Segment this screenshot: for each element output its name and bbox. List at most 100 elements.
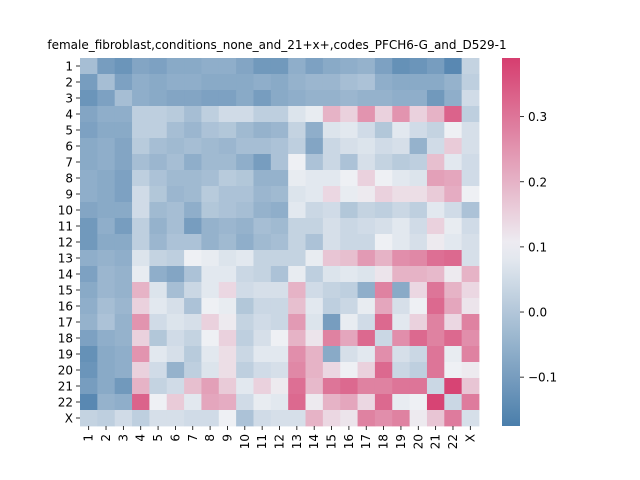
row-tick-label: 7: [65, 156, 73, 170]
heatmap-cell: [426, 202, 445, 219]
heatmap-cell: [392, 394, 411, 411]
heatmap-cell: [392, 122, 411, 139]
heatmap-cell: [149, 362, 168, 379]
heatmap-cell: [149, 58, 168, 75]
heatmap-cell: [184, 362, 202, 379]
heatmap-cell: [80, 298, 98, 315]
heatmap-cell: [132, 170, 150, 187]
heatmap-cell: [132, 154, 150, 171]
heatmap-cell: [132, 234, 150, 251]
heatmap-cell: [322, 266, 341, 283]
heatmap-cell: [357, 202, 376, 219]
heatmap-cell: [461, 186, 480, 203]
heatmap-cell: [253, 330, 272, 347]
heatmap-cell: [132, 282, 150, 299]
heatmap-cell: [340, 346, 358, 363]
heatmap-cell: [201, 362, 220, 379]
heatmap-cell: [166, 218, 185, 235]
heatmap-cell: [357, 346, 376, 363]
row-tick-label: 19: [58, 348, 73, 362]
heatmap-cell: [288, 218, 306, 235]
heatmap-cell: [236, 138, 254, 155]
heatmap-cell: [80, 122, 98, 139]
heatmap-cell: [288, 266, 306, 283]
col-tick-label: 2: [99, 434, 113, 442]
heatmap-cell: [114, 106, 133, 123]
heatmap-cell: [218, 90, 237, 107]
heatmap-cell: [392, 58, 411, 75]
heatmap-cell: [149, 90, 168, 107]
heatmap-cell: [132, 186, 150, 203]
heatmap-cell: [340, 138, 358, 155]
heatmap-cell: [114, 266, 133, 283]
heatmap-cell: [426, 250, 445, 267]
heatmap-cell: [114, 378, 133, 395]
heatmap-cell: [253, 266, 272, 283]
heatmap-cell: [184, 250, 202, 267]
colorbar-tick-label: 0.0: [528, 306, 547, 320]
row-tick-label: 15: [58, 284, 73, 298]
heatmap-cell: [218, 378, 237, 395]
heatmap-cell: [218, 58, 237, 75]
heatmap-cell: [426, 346, 445, 363]
heatmap-cell: [461, 74, 480, 91]
heatmap-cell: [288, 58, 306, 75]
heatmap-cell: [253, 74, 272, 91]
heatmap-cell: [270, 58, 289, 75]
heatmap-cell: [426, 298, 445, 315]
heatmap-cell: [288, 122, 306, 139]
heatmap-cell: [409, 122, 428, 139]
heatmap-cell: [305, 282, 324, 299]
heatmap-cell: [253, 410, 272, 427]
heatmap-cell: [357, 394, 376, 411]
heatmap-cell: [340, 170, 358, 187]
col-tick-label: 6: [168, 434, 182, 442]
heatmap-cell: [340, 202, 358, 219]
heatmap-cell: [426, 234, 445, 251]
row-tick-label: 8: [65, 172, 73, 186]
heatmap-cell: [132, 218, 150, 235]
col-tick-label: 20: [411, 434, 425, 449]
heatmap-cell: [374, 410, 393, 427]
heatmap-cell: [201, 186, 220, 203]
heatmap-cell: [461, 170, 480, 187]
heatmap-cell: [322, 170, 341, 187]
heatmap-cell: [201, 266, 220, 283]
heatmap-cell: [392, 74, 411, 91]
heatmap-cell: [322, 394, 341, 411]
heatmap-cell: [149, 218, 168, 235]
heatmap-cell: [166, 138, 185, 155]
heatmap-cell: [236, 314, 254, 331]
heatmap-cell: [444, 202, 463, 219]
heatmap-cell: [288, 282, 306, 299]
heatmap-cell: [305, 74, 324, 91]
heatmap-cell: [305, 234, 324, 251]
heatmap-cell: [253, 106, 272, 123]
heatmap-cell: [253, 202, 272, 219]
heatmap-cell: [270, 170, 289, 187]
row-tick-label: X: [65, 412, 73, 426]
heatmap-cell: [409, 282, 428, 299]
heatmap-cell: [461, 314, 480, 331]
heatmap-cell: [270, 298, 289, 315]
heatmap-cell: [201, 394, 220, 411]
colorbar-tick-label: 0.2: [528, 175, 547, 189]
heatmap-cell: [114, 138, 133, 155]
heatmap-cell: [305, 154, 324, 171]
heatmap-cell: [132, 266, 150, 283]
heatmap-cell: [253, 298, 272, 315]
heatmap-cell: [357, 106, 376, 123]
colorbar-tick-label: 0.1: [528, 240, 547, 254]
heatmap-cell: [392, 362, 411, 379]
heatmap-cell: [288, 170, 306, 187]
heatmap-cell: [288, 74, 306, 91]
heatmap-cell: [149, 122, 168, 139]
heatmap-cell: [80, 330, 98, 347]
heatmap-cell: [201, 298, 220, 315]
heatmap-cell: [201, 90, 220, 107]
heatmap-cell: [166, 106, 185, 123]
heatmap-cell: [149, 250, 168, 267]
heatmap-cell: [322, 250, 341, 267]
heatmap-cell: [236, 58, 254, 75]
